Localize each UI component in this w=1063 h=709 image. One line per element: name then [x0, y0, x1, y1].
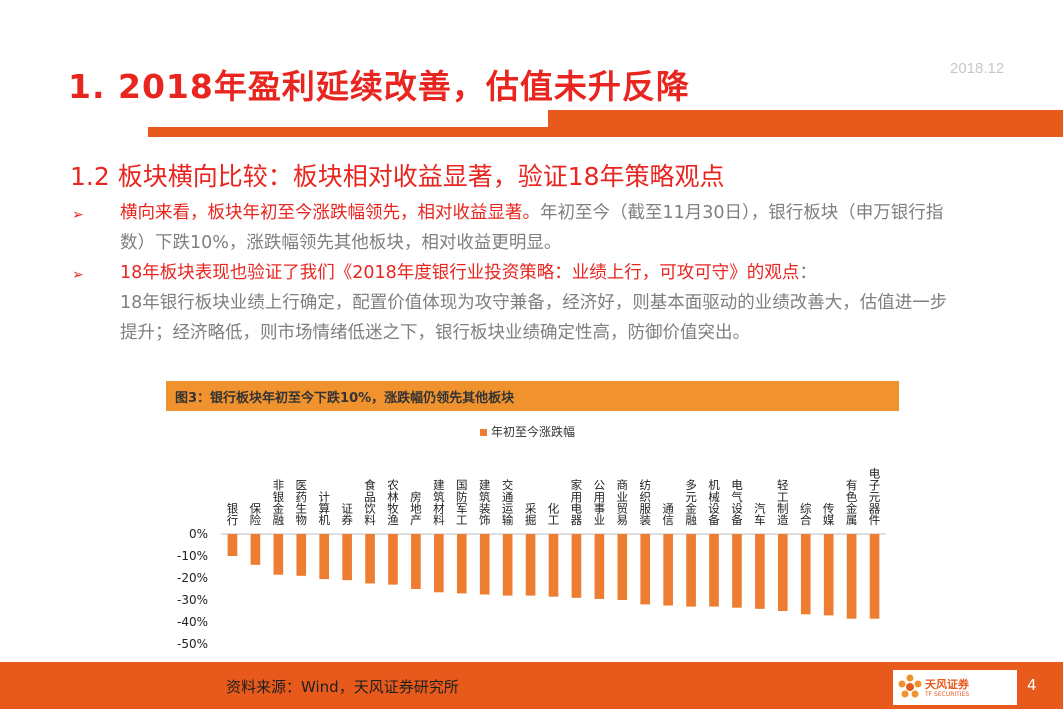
page-title: 1. 2018年盈利延续改善，估值未升反降 [68, 67, 690, 106]
category-label: 家用电器 [571, 478, 583, 527]
category-label: 机械设备 [708, 478, 720, 527]
paragraph-2-highlight: 18年板块表现也验证了我们《2018年度银行业投资策略：业绩上行，可攻可守》的观… [120, 263, 800, 283]
logo-subtext: TF SECURITIES [925, 691, 970, 698]
category-label: 计算机 [318, 490, 330, 527]
date-label: 2018.12 [950, 60, 1005, 77]
bar-化工 [548, 534, 559, 597]
category-label: 轻工制造 [777, 478, 789, 527]
bar-综合 [800, 534, 811, 615]
legend-swatch [480, 429, 487, 436]
category-label: 化工 [548, 501, 560, 527]
bar-家用电器 [571, 534, 582, 598]
bar-建筑装饰 [479, 534, 490, 595]
logo: 天风证券 TF SECURITIES [893, 670, 1017, 705]
category-label: 电气设备 [731, 478, 743, 527]
logo-text: 天风证券 [925, 678, 969, 691]
category-label: 综合 [800, 501, 812, 527]
bar-食品饮料 [365, 534, 375, 584]
bar-证券 [342, 534, 352, 581]
footer-band [0, 662, 1063, 709]
category-label: 房地产 [410, 490, 422, 527]
section-subtitle: 1.2 板块横向比较：板块相对收益显著，验证18年策略观点 [70, 162, 725, 191]
category-label: 建筑装饰 [479, 478, 491, 527]
bar-机械设备 [709, 534, 719, 607]
legend-label: 年初至今涨跌幅 [491, 424, 575, 439]
bar-建筑材料 [434, 534, 444, 593]
category-label: 通信 [662, 501, 674, 527]
category-label: 公用事业 [594, 478, 606, 527]
bar-计算机 [319, 534, 329, 580]
category-label: 纺织服装 [639, 478, 651, 527]
category-label: 证券 [341, 501, 353, 527]
category-label: 建筑材料 [433, 478, 445, 527]
bullet-arrow-icon: ➢ [72, 207, 84, 223]
title-underline-bar [148, 127, 548, 137]
category-label: 银行 [227, 501, 239, 527]
bar-多元金融 [686, 534, 696, 607]
bar-交通运输 [502, 534, 513, 596]
figure-title: 图3：银行板块年初至今下跌10%，涨跌幅仍领先其他板块 [175, 391, 515, 406]
category-label: 汽车 [754, 501, 766, 527]
y-tick-label: -50% [177, 637, 208, 651]
category-label: 农林牧渔 [387, 478, 399, 527]
bar-传媒 [823, 534, 834, 616]
page-number: 4 [1027, 676, 1037, 694]
category-label: 采掘 [525, 501, 537, 527]
bar-公用事业 [594, 534, 605, 599]
y-tick-label: 0% [189, 527, 208, 541]
category-label: 国防军工 [456, 478, 468, 527]
bar-汽车 [755, 534, 765, 609]
category-label: 食品饮料 [364, 478, 376, 527]
bar-保险 [250, 534, 261, 565]
category-label: 医药生物 [296, 478, 308, 527]
bar-有色金属 [846, 534, 857, 619]
bar-医药生物 [296, 534, 307, 576]
category-label: 商业贸易 [617, 478, 629, 527]
bar-轻工制造 [777, 534, 788, 611]
bar-银行 [227, 534, 238, 556]
source-note: 资料来源：Wind，天风证券研究所 [226, 678, 459, 696]
paragraph-1-highlight: 横向来看，板块年初至今涨跌幅领先，相对收益显著。 [120, 203, 540, 223]
figure-header: 图3：银行板块年初至今下跌10%，涨跌幅仍领先其他板块 [166, 381, 899, 411]
paragraph-2: 18年板块表现也验证了我们《2018年度银行业投资策略：业绩上行，可攻可守》的观… [120, 258, 960, 348]
bar-采掘 [525, 534, 536, 596]
category-label: 交通运输 [502, 478, 514, 527]
paragraph-2-text: 18年银行板块业绩上行确定，配置价值体现为攻守兼备，经济好，则基本面驱动的业绩改… [120, 293, 948, 343]
bar-非银金融 [273, 534, 284, 575]
category-label: 电子元器件 [869, 467, 881, 527]
y-tick-label: -10% [177, 549, 208, 563]
bar-chart: 年初至今涨跌幅 0% -10% -20% -30% -40% -50% 银行保险非银金融医… [177, 424, 886, 651]
bar-商业贸易 [617, 534, 628, 600]
category-label: 有色金属 [846, 478, 858, 527]
bar-农林牧渔 [388, 534, 398, 585]
category-label: 非银金融 [273, 478, 285, 527]
bar-通信 [663, 534, 673, 606]
y-tick-label: -30% [177, 593, 208, 607]
paragraph-1: 横向来看，板块年初至今涨跌幅领先，相对收益显著。年初至今（截至11月30日），银… [120, 198, 960, 258]
category-label: 保险 [250, 501, 262, 527]
bar-国防军工 [456, 534, 467, 594]
category-label: 多元金融 [685, 478, 697, 527]
paragraph-1-text: 年初至今（截至11月30日），银行板块（申万银行指数）下跌10%，涨跌幅领先其他… [120, 203, 944, 253]
bar-电子元器件 [869, 534, 880, 619]
y-tick-label: -40% [177, 615, 208, 629]
category-label: 传媒 [823, 501, 835, 527]
tf-logo-icon [898, 674, 922, 698]
paragraph-2-colon: ： [799, 263, 817, 283]
y-tick-label: -20% [177, 571, 208, 585]
bar-电气设备 [732, 534, 742, 608]
bar-房地产 [411, 534, 421, 589]
title-accent-bar [548, 110, 1063, 137]
bar-纺织服装 [640, 534, 651, 605]
bullet-arrow-icon: ➢ [72, 267, 84, 283]
